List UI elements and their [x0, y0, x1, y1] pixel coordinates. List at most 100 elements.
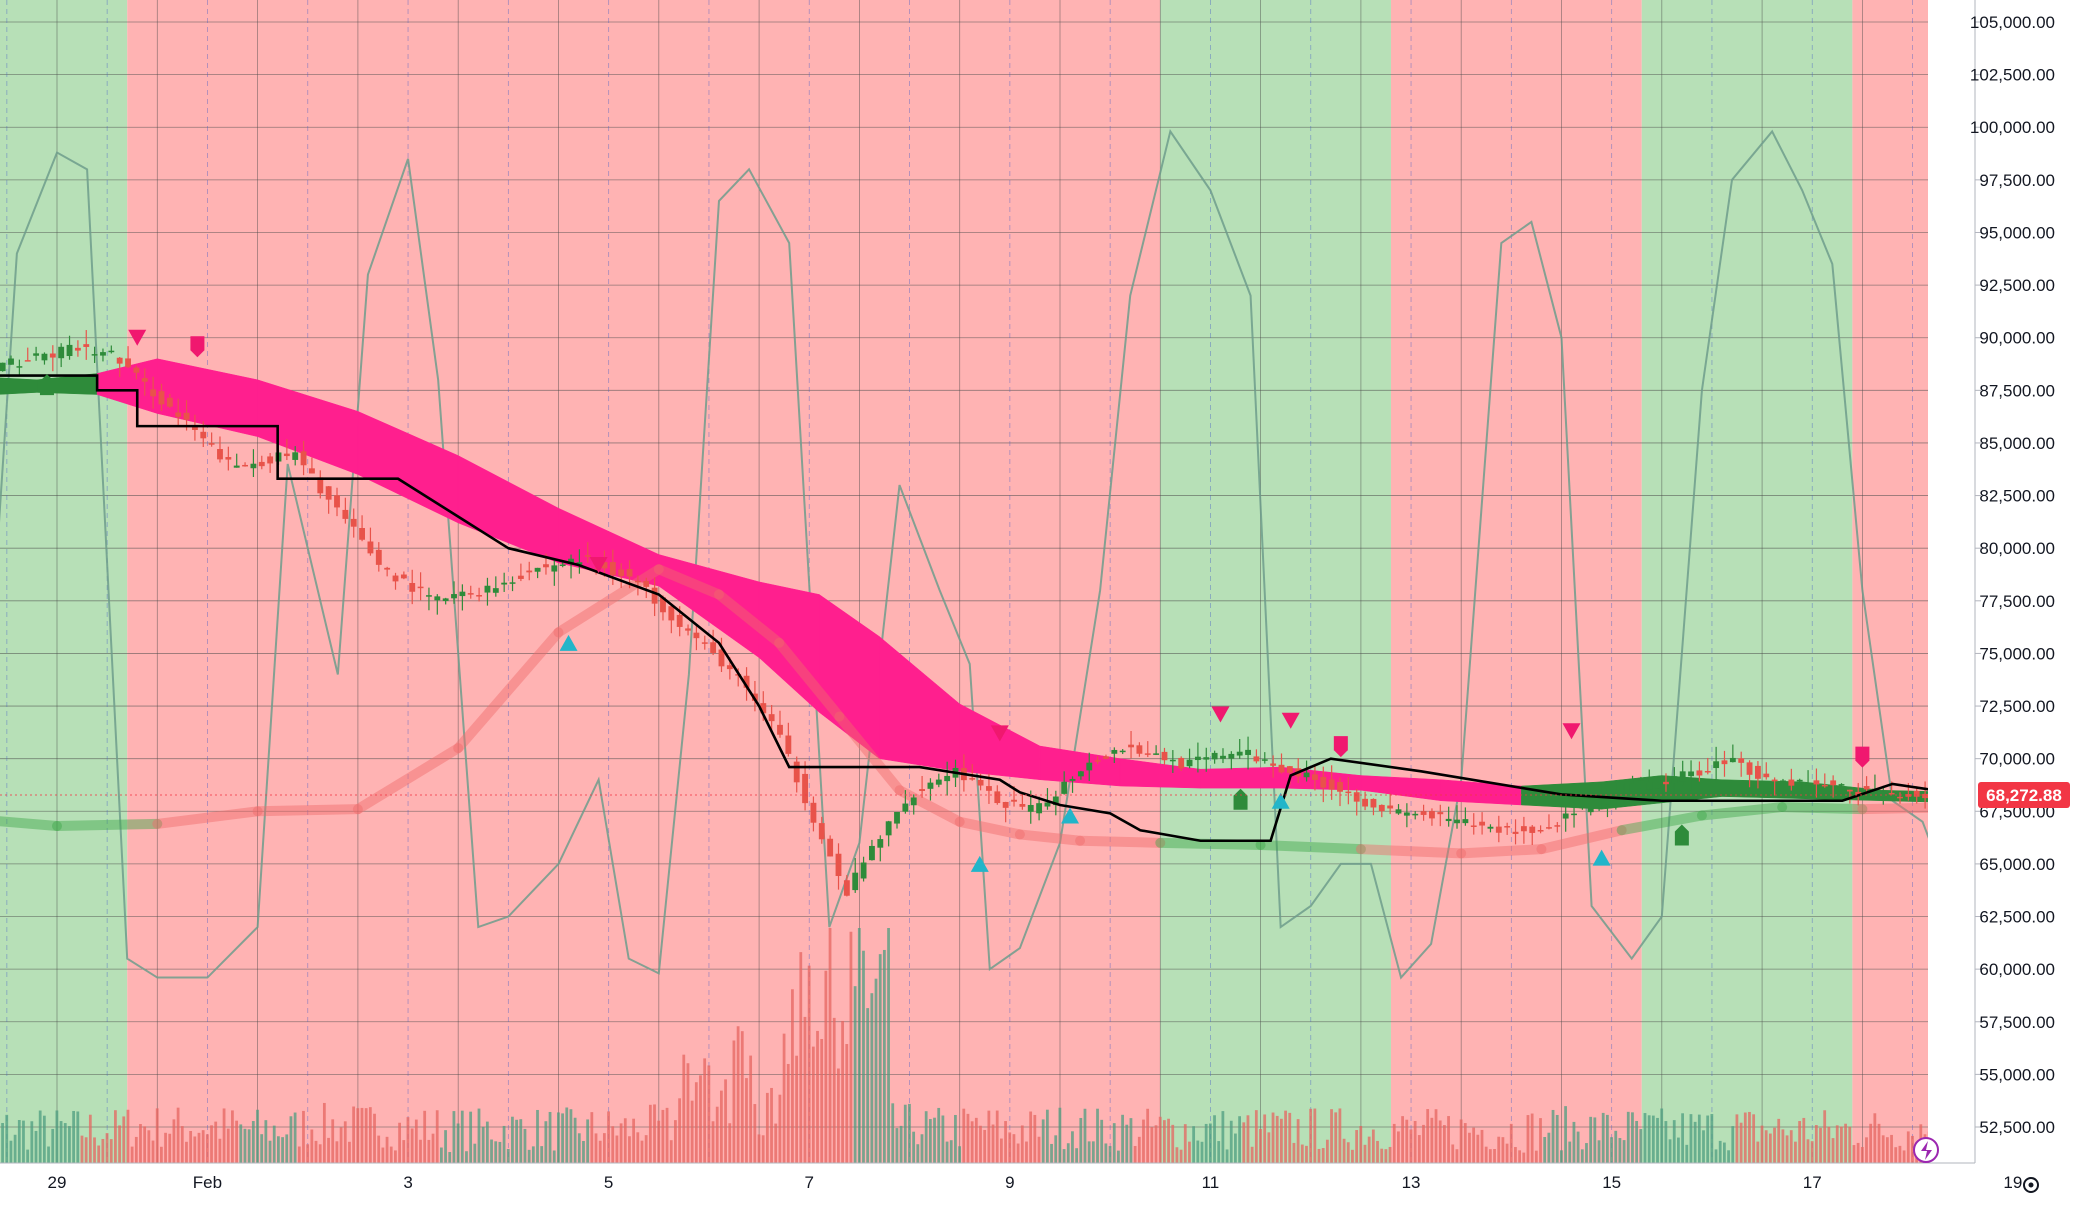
volume-bar — [272, 1125, 276, 1163]
volume-bar — [573, 1117, 577, 1163]
volume-bar — [711, 1121, 715, 1163]
candle-body — [869, 845, 875, 861]
volume-bar — [1526, 1115, 1530, 1163]
sell-triangle — [589, 557, 608, 574]
candle-body — [1320, 776, 1327, 788]
volume-bar — [941, 1115, 945, 1163]
volume-bar — [1706, 1115, 1710, 1163]
volume-bar — [937, 1107, 941, 1163]
candle-body — [1512, 831, 1519, 834]
volume-bar — [1246, 1115, 1250, 1163]
candle-body — [1052, 796, 1059, 806]
volume-bar — [878, 954, 882, 1163]
candle-body — [1337, 781, 1343, 792]
volume-bar — [260, 1134, 264, 1163]
volume-bar — [636, 1132, 640, 1163]
candle-body — [1353, 792, 1360, 802]
candle-body — [1270, 763, 1277, 766]
volume-bar — [1338, 1108, 1342, 1163]
volume-bar — [302, 1110, 305, 1163]
volume-bar — [498, 1141, 502, 1163]
volume-bar — [845, 1044, 849, 1163]
volume-bar — [105, 1133, 109, 1163]
volume-bar — [1472, 1127, 1476, 1163]
candle-body — [1805, 783, 1811, 786]
signal-band-segment — [1456, 844, 1547, 859]
volume-bar — [343, 1121, 347, 1163]
candle-body — [1504, 826, 1511, 828]
volume-bar — [841, 1020, 844, 1163]
volume-bar — [1392, 1123, 1396, 1163]
volume-bar — [832, 1017, 836, 1163]
candle-body — [1395, 809, 1402, 814]
green-zone — [1641, 0, 1853, 1163]
volume-bar — [1463, 1123, 1467, 1163]
candle-body — [1061, 781, 1068, 794]
volume-bar — [765, 1092, 769, 1163]
signal-band-segment — [52, 818, 163, 832]
volume-bar — [1568, 1141, 1572, 1163]
volume-bar — [757, 1134, 761, 1163]
signal-band-segment — [1075, 835, 1166, 848]
volume-bar — [1447, 1116, 1450, 1163]
volume-bar — [1142, 1119, 1145, 1163]
candle-body — [434, 596, 441, 601]
settings-gear-icon[interactable] — [2023, 1177, 2039, 1193]
volume-bar — [1112, 1123, 1116, 1163]
volume-bar — [1605, 1114, 1609, 1163]
volume-bar — [1560, 1150, 1563, 1163]
volume-bar — [728, 1123, 732, 1163]
volume-bar — [1071, 1131, 1074, 1163]
volume-bar — [118, 1125, 121, 1163]
candle-body — [743, 675, 750, 688]
candle-body — [300, 451, 307, 466]
volume-bar — [1263, 1114, 1267, 1163]
volume-bar — [1087, 1141, 1091, 1163]
volume-bar — [1, 1122, 4, 1163]
volume-bar — [1906, 1131, 1910, 1163]
volume-bar — [1685, 1144, 1689, 1163]
volume-bar — [887, 928, 890, 1163]
buy-flag — [39, 374, 54, 396]
volume-bar — [1183, 1124, 1187, 1163]
volume-bar — [1313, 1108, 1317, 1163]
trend-ribbon — [0, 358, 2075, 810]
candle-body — [1069, 778, 1076, 781]
candle-body — [217, 449, 223, 460]
candle-body — [1696, 770, 1703, 776]
volume-bar — [686, 1063, 690, 1163]
volume-bar — [1397, 1131, 1400, 1163]
volume-bar — [912, 1131, 916, 1163]
candle-body — [1370, 798, 1377, 808]
candle-body — [718, 649, 725, 667]
candle-body — [902, 803, 909, 812]
volume-bar — [1814, 1125, 1818, 1163]
volume-bar — [1773, 1127, 1776, 1163]
candle-body — [626, 569, 633, 577]
volume-bar — [1413, 1120, 1417, 1163]
candle-body — [1838, 784, 1845, 786]
candle-body — [1663, 781, 1669, 785]
volume-bar — [1647, 1115, 1651, 1163]
volume-bar — [1242, 1122, 1246, 1163]
volume-bar — [665, 1107, 669, 1163]
signal-band-segment — [1155, 837, 1266, 850]
volume-bar — [180, 1126, 184, 1163]
volume-bar — [1292, 1142, 1296, 1163]
candle-body — [1345, 791, 1352, 794]
volume-bar — [979, 1125, 982, 1163]
volume-bar — [1501, 1137, 1505, 1163]
volume-bar — [327, 1137, 330, 1163]
volume-bar — [736, 1026, 740, 1163]
volume-bar — [1275, 1115, 1279, 1163]
volume-bar — [903, 1104, 907, 1163]
volume-bar — [749, 1055, 753, 1163]
candle-body — [1646, 782, 1653, 790]
volume-bar — [895, 1128, 899, 1163]
volume-bar — [1422, 1124, 1425, 1163]
sell-triangle — [1281, 712, 1300, 729]
volume-bar — [628, 1136, 631, 1163]
volume-bar — [1271, 1112, 1275, 1163]
volume-bar — [1643, 1113, 1647, 1163]
